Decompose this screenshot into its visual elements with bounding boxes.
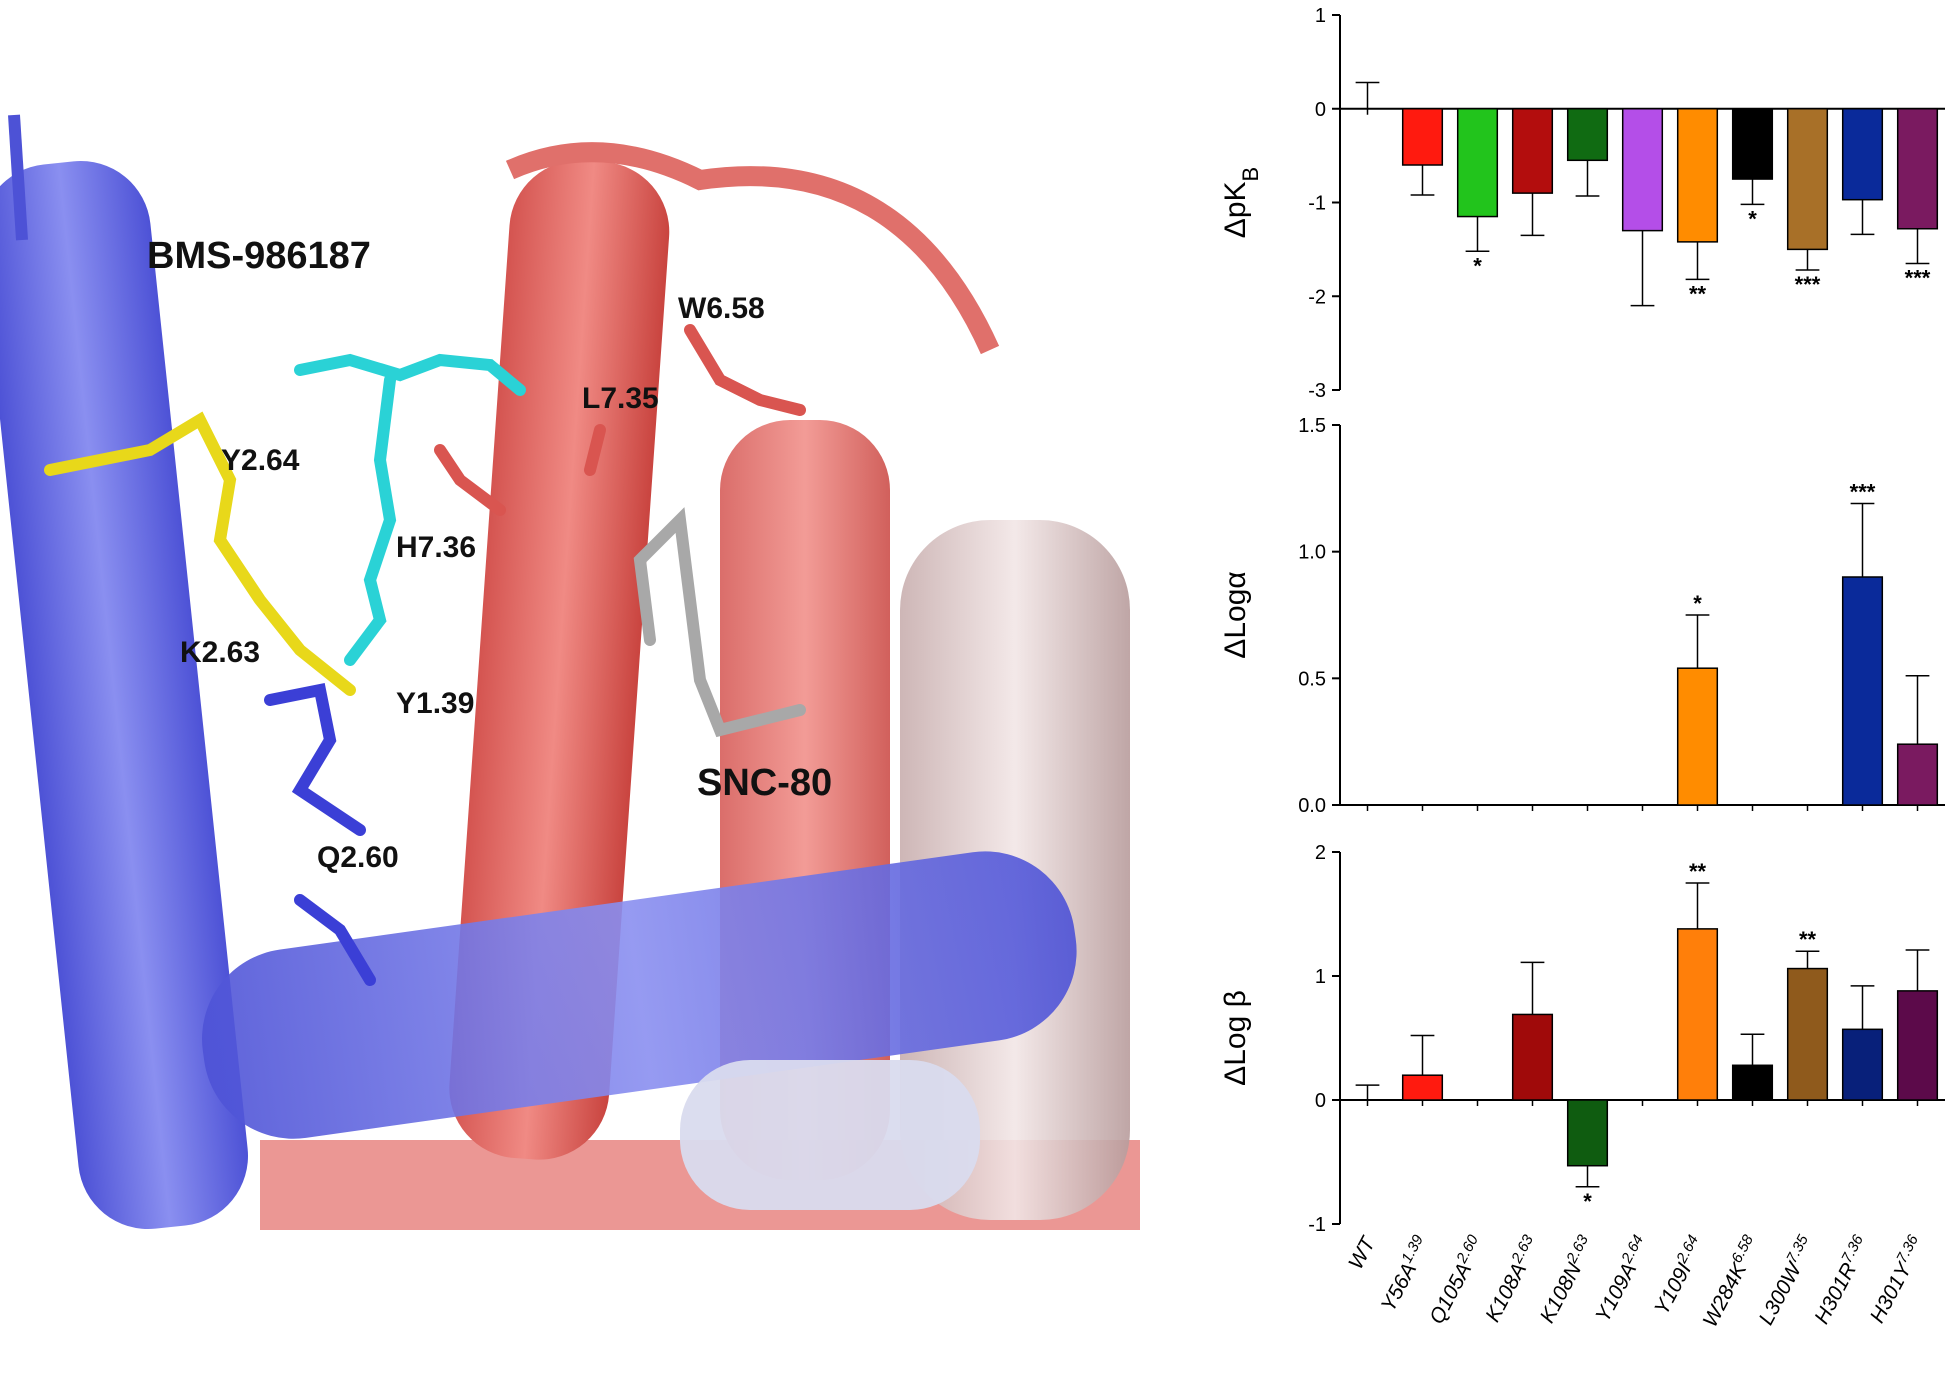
y-tick-label: -2: [1308, 286, 1326, 308]
bar: [1511, 108, 1554, 194]
y-tick-label: -3: [1308, 380, 1326, 402]
residue-label: Q2.60: [317, 841, 399, 874]
x-tick-label-superscript: 7.35: [1783, 1231, 1812, 1265]
x-tick-label: H301Y7.36: [1863, 1231, 1931, 1327]
x-tick-label: K108A2.63: [1478, 1231, 1545, 1325]
x-tick-label: Y56A1.39: [1374, 1231, 1436, 1315]
bar: [1786, 967, 1829, 1101]
y-axis-label: ΔLog β: [1219, 990, 1252, 1086]
bar: [1401, 1074, 1444, 1101]
bar: [1676, 108, 1719, 243]
y-tick-label: 1.5: [1298, 415, 1326, 437]
x-tick-label-name: Y109I: [1650, 1259, 1696, 1318]
significance-label: **: [1799, 927, 1817, 952]
bar: [1566, 1099, 1609, 1167]
significance-label: ***: [1905, 265, 1931, 290]
bar: [1896, 108, 1939, 230]
y-axis-label-subscript: B: [1238, 167, 1263, 182]
x-tick-label-name: W284K: [1699, 1258, 1752, 1330]
x-tick-label-name: K108A: [1481, 1259, 1531, 1325]
bar: [1456, 108, 1499, 218]
x-tick-label: WT: [1344, 1232, 1381, 1274]
bar: [1731, 1064, 1774, 1101]
x-tick-label: L300W7.35: [1752, 1231, 1821, 1329]
y-axis-label: ΔLogα: [1219, 571, 1252, 658]
y-tick-label: 0: [1315, 99, 1326, 121]
protein-structure: [0, 114, 1140, 1230]
bar: [1841, 576, 1884, 806]
y-axis-label-text: ΔpK: [1219, 181, 1252, 238]
y-tick-label: 1: [1315, 5, 1326, 27]
significance-label: *: [1583, 1189, 1592, 1214]
x-tick-label-name: H301R: [1810, 1259, 1861, 1328]
bar: [1731, 108, 1774, 180]
y-tick-label: 0: [1315, 1090, 1326, 1112]
ligand-label: SNC-80: [697, 762, 832, 804]
bar: [1621, 108, 1664, 232]
residue-label: W6.58: [678, 292, 765, 325]
significance-label: **: [1689, 859, 1707, 884]
x-tick-label-name: Q105A: [1425, 1259, 1476, 1328]
x-tick-label-name: WT: [1344, 1232, 1381, 1274]
bar: [1786, 108, 1829, 251]
x-tick-label-name: H301Y: [1866, 1258, 1917, 1327]
significance-label: *: [1748, 206, 1757, 231]
x-tick-label-superscript: 7.36: [1838, 1231, 1867, 1265]
x-tick-label: Q105A2.60: [1422, 1231, 1490, 1328]
significance-label: *: [1473, 253, 1482, 278]
bar: [1896, 990, 1939, 1101]
significance-label: *: [1693, 591, 1702, 616]
x-tick-label-name: Y109A: [1591, 1259, 1641, 1325]
y-tick-label: 1: [1315, 966, 1326, 988]
x-tick-label-superscript: 7.36: [1893, 1231, 1922, 1265]
x-tick-label: Y109I2.64: [1647, 1232, 1710, 1319]
y-tick-label: 2: [1315, 842, 1326, 864]
x-tick-label-name: L300W: [1755, 1257, 1808, 1328]
ligand-label: BMS-986187: [147, 235, 371, 277]
bar: [1676, 667, 1719, 806]
significance-label: ***: [1850, 480, 1876, 505]
residue-label: H7.36: [396, 531, 476, 564]
residue-label: L7.35: [582, 382, 659, 415]
residue-label: Y1.39: [396, 687, 474, 720]
x-tick-label-superscript: 1.39: [1398, 1231, 1427, 1265]
x-tick-label-superscript: 6.58: [1728, 1231, 1757, 1265]
x-tick-label: Y109A2.64: [1588, 1232, 1655, 1326]
x-tick-label: H301R7.36: [1807, 1231, 1875, 1328]
bar: [1676, 928, 1719, 1101]
bar: [1401, 108, 1444, 166]
bar: [1841, 1028, 1884, 1101]
x-tick-label: K108N2.63: [1533, 1231, 1601, 1327]
bar: [1896, 743, 1939, 806]
y-tick-label: -1: [1308, 1214, 1326, 1236]
y-tick-label: 0.0: [1298, 795, 1326, 817]
y-axis-label-text: ΔLog β: [1219, 990, 1252, 1086]
significance-label: ***: [1795, 272, 1821, 297]
residue-label: K2.63: [180, 636, 260, 669]
y-axis-label: ΔpKB: [1219, 167, 1263, 238]
x-tick-label-name: K108N: [1536, 1259, 1587, 1327]
bar: [1511, 1013, 1554, 1101]
residue-label: Y2.64: [221, 444, 300, 477]
bar: [1566, 108, 1609, 162]
y-tick-label: 1.0: [1298, 542, 1326, 564]
y-tick-label: -1: [1308, 193, 1326, 215]
significance-label: **: [1689, 281, 1707, 306]
y-tick-label: 0.5: [1298, 668, 1326, 690]
x-tick-label-name: Y56A: [1377, 1259, 1421, 1315]
bar: [1841, 108, 1884, 201]
y-axis-label-text: ΔLogα: [1219, 571, 1252, 658]
